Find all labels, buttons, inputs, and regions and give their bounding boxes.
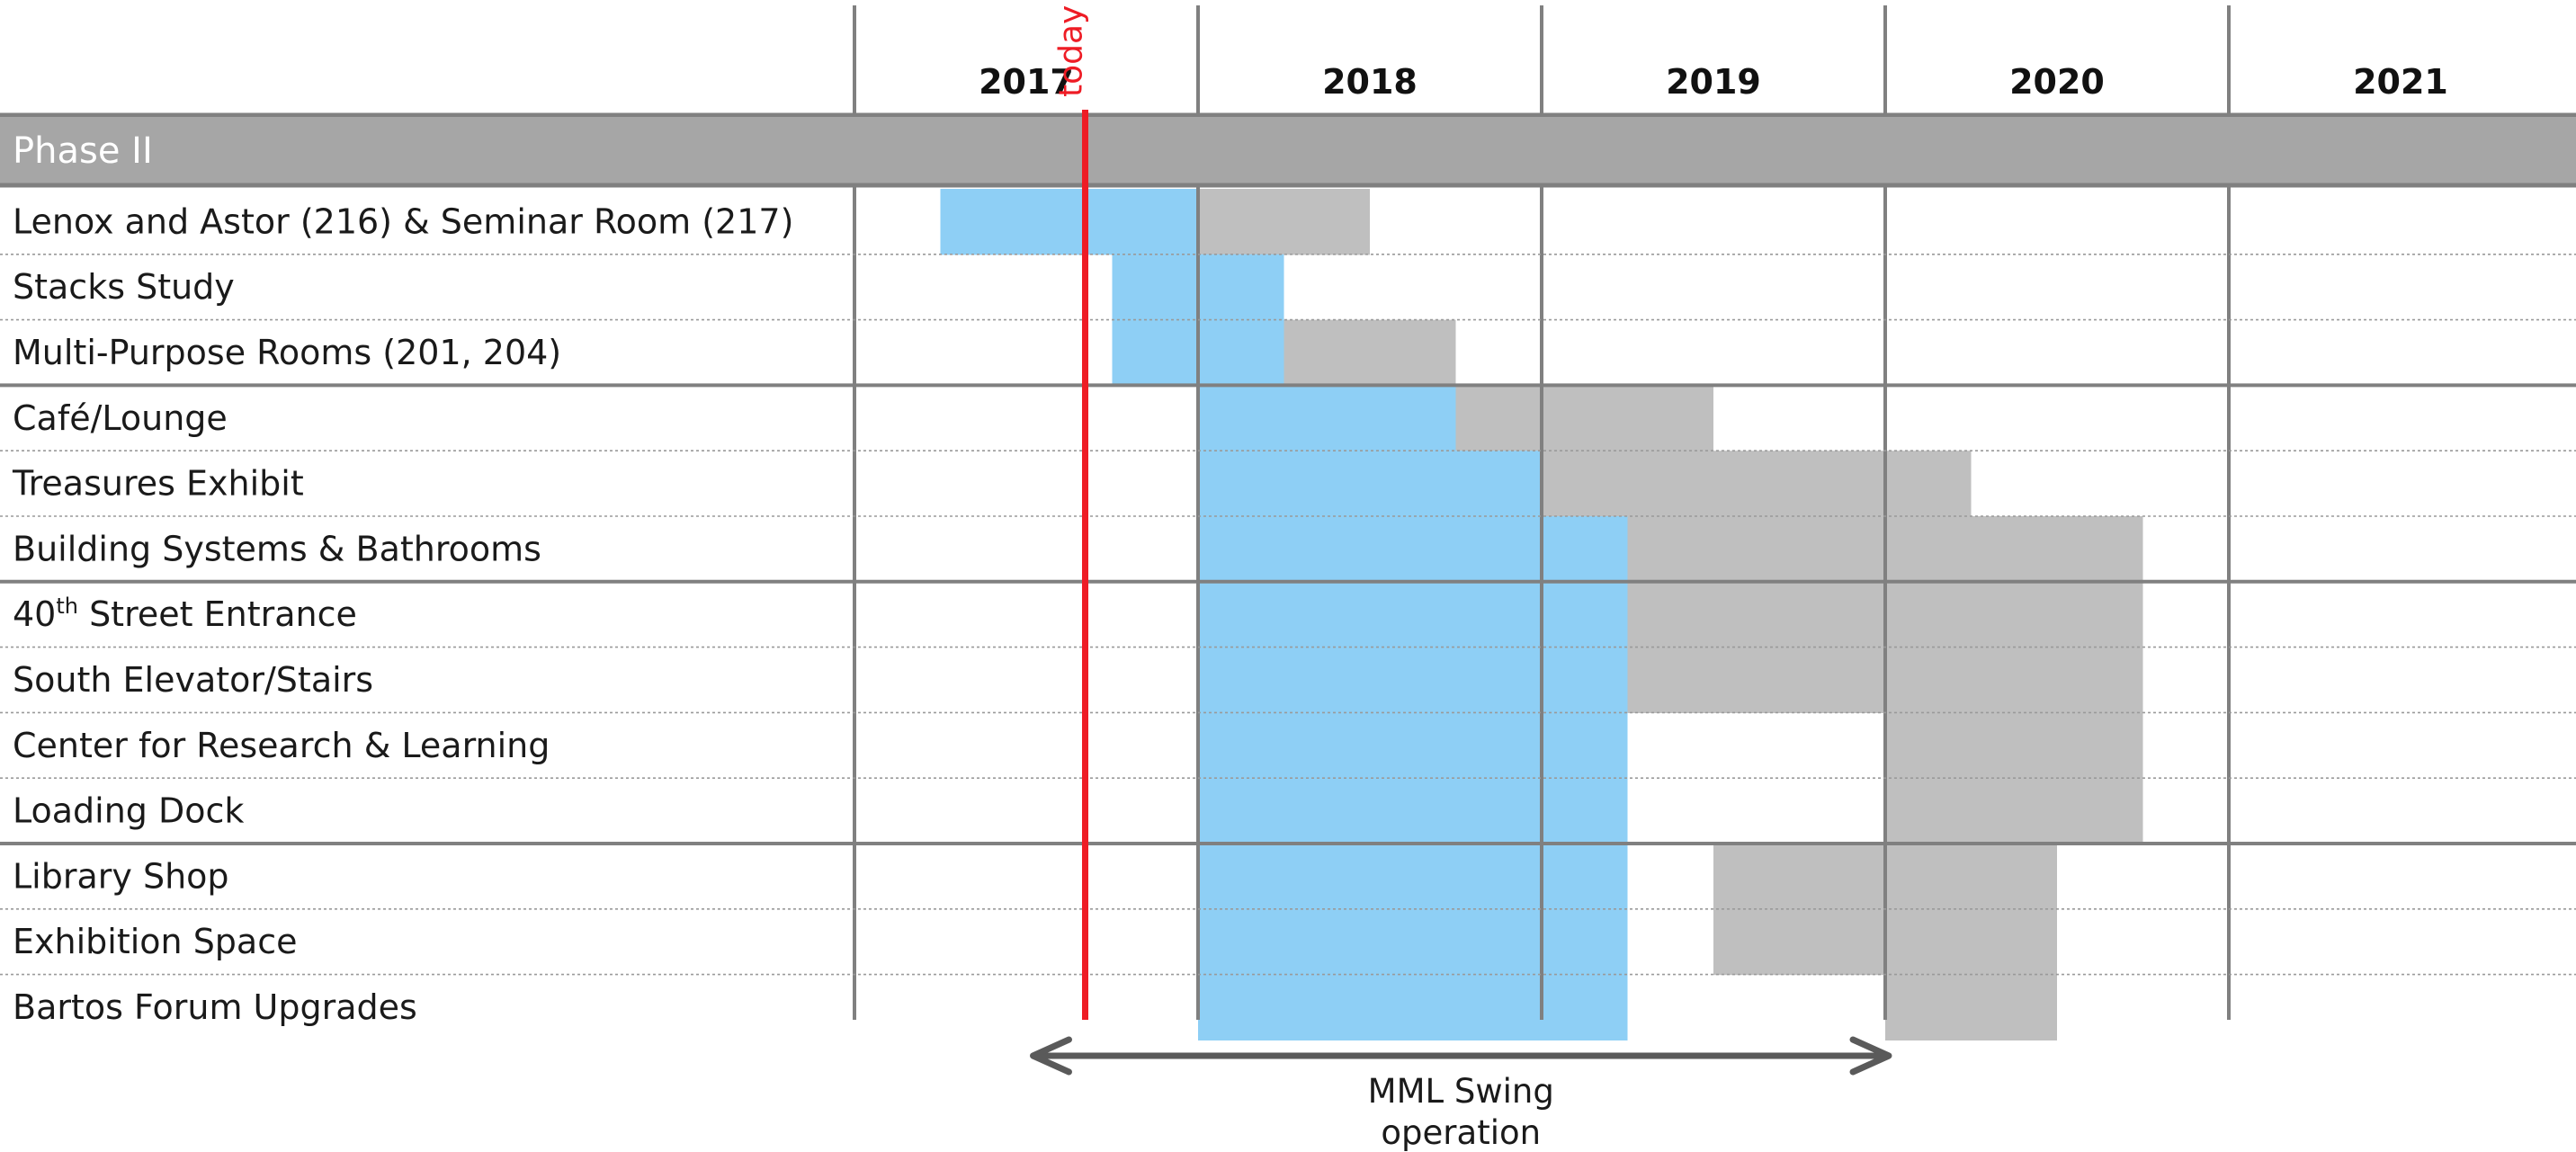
row-label: Lenox and Astor (216) & Seminar Room (21… xyxy=(13,201,793,241)
bar-planned xyxy=(1885,974,2057,1040)
row-label: Exhibition Space xyxy=(13,922,298,961)
bar-planned xyxy=(1885,778,2143,844)
swing-arrow-right-head xyxy=(1849,1036,1892,1076)
bar-active xyxy=(940,189,1198,255)
year-label: 2021 xyxy=(2353,62,2448,102)
row-label: Café/Lounge xyxy=(13,398,228,438)
row-label: Treasures Exhibit xyxy=(12,464,304,504)
row-label: Building Systems & Bathrooms xyxy=(13,529,541,568)
swing-label-line1: MML Swing xyxy=(1368,1072,1554,1111)
year-label: 2020 xyxy=(2009,62,2105,102)
labels-layer: 2017 2018 2019 2020 2021 Lenox and Astor (216… xyxy=(12,62,2448,1027)
row-label: Bartos Forum Upgrades xyxy=(13,987,417,1027)
today-label: today xyxy=(1053,5,1090,97)
bar-planned xyxy=(1455,385,1713,451)
bar-active xyxy=(1198,385,1456,451)
bar-active xyxy=(1198,712,1628,779)
bar-active xyxy=(1198,581,1628,648)
bar-planned xyxy=(1198,189,1370,255)
bar-planned xyxy=(1542,451,1972,517)
row-label: Loading Dock xyxy=(13,791,244,831)
bar-active xyxy=(1198,908,1628,976)
bar-planned xyxy=(1284,319,1456,386)
phase-band-fill xyxy=(0,117,2576,185)
bar-active xyxy=(1198,647,1628,713)
bar-active xyxy=(1198,451,1542,517)
year-label: 2017 xyxy=(979,62,1074,102)
swing-label-line2: operation xyxy=(1381,1113,1541,1152)
row-label: Center for Research & Learning xyxy=(13,726,550,765)
row-label: Stacks Study xyxy=(13,267,235,307)
today-marker: today xyxy=(1053,5,1090,1020)
row-label: 40th Street Entrance xyxy=(13,594,357,634)
swing-arrow-left-head xyxy=(1030,1036,1072,1076)
row-label: Multi-Purpose Rooms (201, 204) xyxy=(13,333,561,372)
year-label: 2018 xyxy=(1322,62,1418,102)
bar-planned xyxy=(1885,712,2143,779)
bar-active xyxy=(1198,778,1628,844)
bar-active xyxy=(1198,516,1628,583)
row-label: South Elevator/Stairs xyxy=(13,660,373,700)
phase-label: Phase II xyxy=(13,130,153,172)
phase-band: Phase II xyxy=(0,112,2576,188)
row-label: Library Shop xyxy=(13,856,229,896)
bar-active xyxy=(1198,974,1628,1040)
bar-active xyxy=(1198,844,1628,910)
year-label: 2019 xyxy=(1666,62,1761,102)
